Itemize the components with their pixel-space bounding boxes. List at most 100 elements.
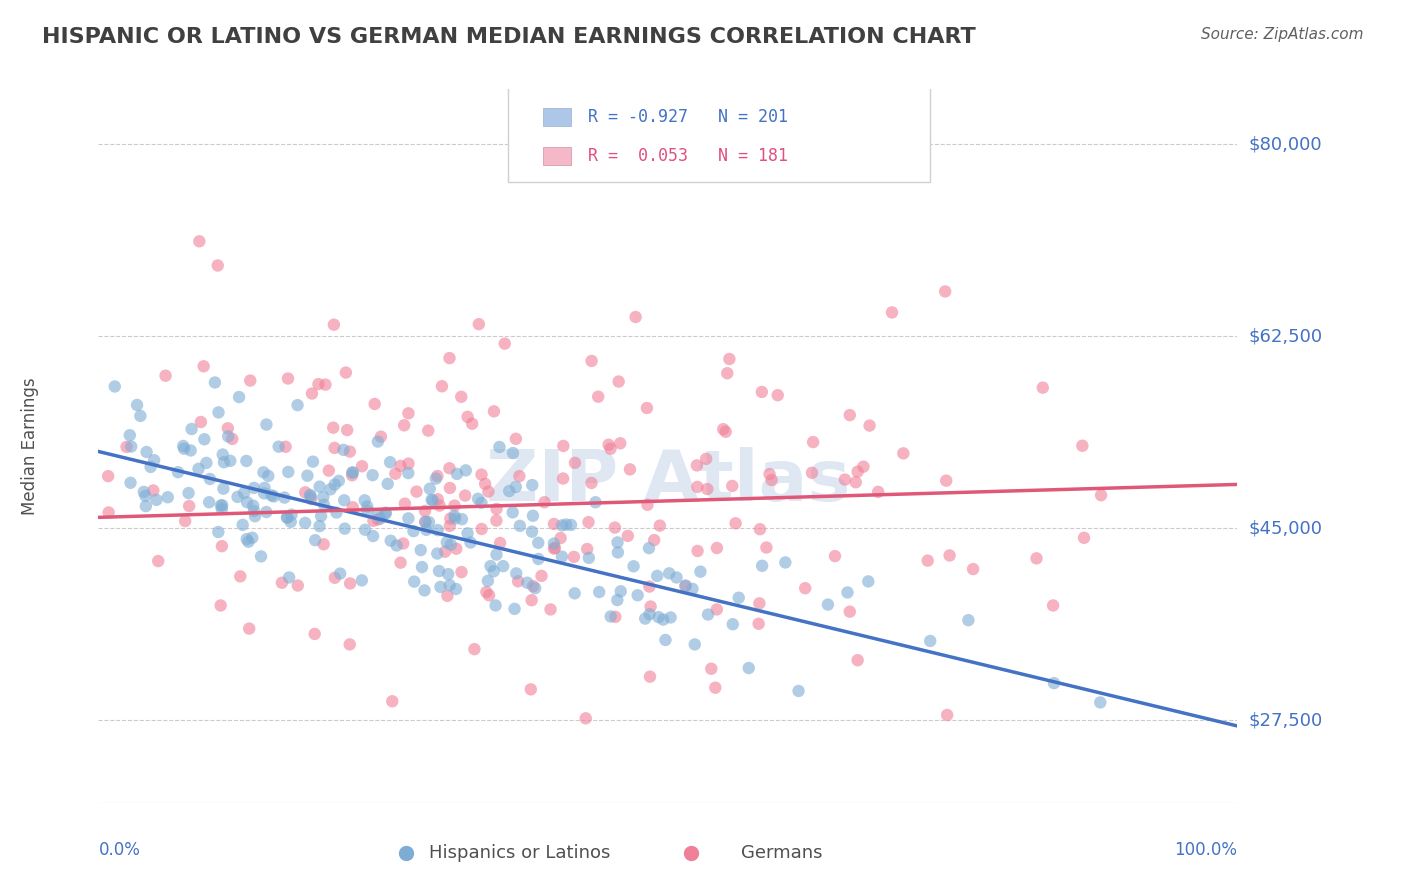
FancyBboxPatch shape [543,147,571,165]
Point [505,480,527,494]
Point [238,622,260,636]
Point [444,511,467,525]
Point [322,420,344,434]
Point [578,515,600,529]
Point [426,469,449,483]
Point [318,464,340,478]
Point [485,514,508,528]
Point [1025,551,1047,566]
Point [488,440,510,454]
Point [411,560,433,574]
Point [457,526,479,541]
Point [188,235,211,249]
Point [294,485,316,500]
Point [367,508,389,522]
Point [1032,381,1054,395]
Point [172,439,194,453]
Point [638,541,661,555]
Point [260,488,283,502]
Point [120,475,142,490]
Point [142,483,165,498]
Point [277,465,299,479]
Point [299,488,322,502]
Point [233,486,256,500]
Point [235,454,257,468]
Point [426,492,449,507]
Point [398,457,420,471]
Point [335,366,357,380]
Point [363,514,385,528]
Point [1071,439,1094,453]
Point [361,468,384,483]
Point [193,359,215,374]
Point [522,478,544,492]
Text: 100.0%: 100.0% [1174,841,1237,859]
Point [603,520,626,534]
Point [533,495,555,509]
Point [212,482,235,496]
Point [243,509,266,524]
Point [367,434,389,449]
Point [503,602,526,616]
Point [658,566,681,581]
FancyBboxPatch shape [543,108,571,126]
Point [437,567,460,582]
Point [228,390,250,404]
Point [389,458,412,473]
Point [312,490,335,504]
Point [135,445,157,459]
Point [508,469,530,483]
Point [446,467,468,481]
Point [243,481,266,495]
Point [598,438,620,452]
Point [254,417,277,432]
Point [276,510,298,524]
Point [461,417,484,431]
Point [460,535,482,549]
Point [427,564,450,578]
Point [135,499,157,513]
Point [711,422,734,436]
Point [336,423,359,437]
Point [492,559,515,574]
Point [342,500,364,515]
Point [637,498,659,512]
Point [450,390,472,404]
Point [339,637,361,651]
Point [463,642,485,657]
Text: ZIP Atlas: ZIP Atlas [485,447,851,516]
Point [263,490,285,504]
Point [179,499,201,513]
Point [505,432,527,446]
Point [443,508,465,523]
Point [198,495,221,509]
Point [426,547,449,561]
Text: Source: ZipAtlas.com: Source: ZipAtlas.com [1201,27,1364,42]
Point [716,366,738,380]
Point [342,466,364,480]
Point [454,489,477,503]
Point [250,549,273,564]
Point [211,539,233,553]
Point [209,599,232,613]
Point [468,317,491,331]
Point [485,501,508,516]
Point [599,442,621,456]
Point [177,486,200,500]
Point [418,515,440,529]
Point [413,504,436,518]
Point [418,424,440,438]
Point [211,502,233,516]
Point [1042,599,1064,613]
Point [551,518,574,533]
Point [125,398,148,412]
Point [484,599,506,613]
Point [254,505,277,519]
Point [323,441,346,455]
Text: Germans: Germans [741,844,823,862]
Point [115,440,138,454]
Point [420,492,443,507]
Point [482,564,505,578]
Point [190,415,212,429]
Point [553,439,575,453]
